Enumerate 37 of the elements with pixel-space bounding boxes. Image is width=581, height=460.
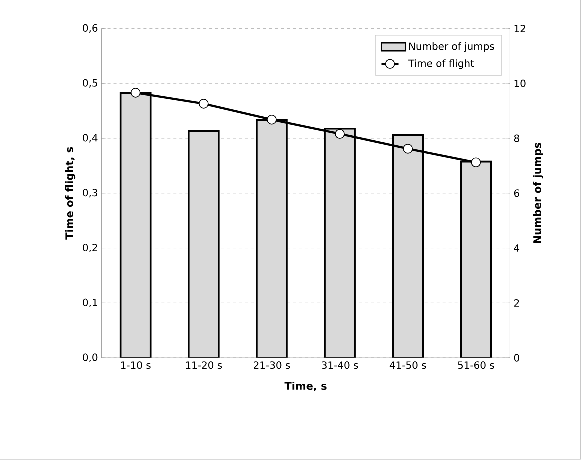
x-tick-label: 41-50 s bbox=[390, 362, 426, 370]
y2-tick-label: 10 bbox=[514, 80, 526, 88]
x-tick-label: 51-60 s bbox=[458, 362, 494, 370]
x-tick-label: 21-30 s bbox=[254, 362, 290, 370]
y-tick-label: 0,5 bbox=[83, 79, 98, 88]
legend-label: Time of flight bbox=[408, 60, 474, 70]
point bbox=[199, 99, 209, 109]
point bbox=[267, 115, 277, 125]
y-axis-title: Time of flight, s bbox=[65, 147, 76, 240]
point bbox=[471, 158, 482, 168]
bar bbox=[188, 130, 220, 358]
legend-label: Number of jumps bbox=[409, 42, 494, 52]
y2-axis-title: Number of jumps bbox=[533, 143, 544, 244]
y-tick-label: 0,3 bbox=[83, 189, 98, 198]
y2-tick-label: 4 bbox=[514, 244, 520, 252]
bar bbox=[120, 92, 152, 358]
bar bbox=[392, 134, 424, 358]
bar bbox=[460, 160, 492, 358]
y2-tick-label: 0 bbox=[514, 354, 520, 362]
y2-tick-label: 2 bbox=[514, 300, 520, 307]
y-tick-label: 0,0 bbox=[83, 354, 98, 362]
bar bbox=[324, 128, 356, 358]
y-tick-label: 0,1 bbox=[83, 298, 98, 308]
x-axis-title: Time, s bbox=[284, 382, 327, 392]
y2-tick-label: 6 bbox=[514, 190, 520, 198]
y-tick-label: 0,2 bbox=[83, 244, 98, 253]
x-tick-label: 1-10 s bbox=[121, 362, 151, 370]
point bbox=[335, 129, 345, 140]
y2-tick-label: 12 bbox=[514, 25, 526, 32]
x-tick-label: 11-20 s bbox=[186, 362, 222, 370]
point bbox=[130, 88, 141, 98]
x-tick-label: 31-40 s bbox=[322, 362, 358, 370]
y-tick-label: 0,4 bbox=[83, 134, 98, 143]
point bbox=[403, 144, 414, 154]
y-tick-label: 0,6 bbox=[83, 24, 98, 34]
y2-tick-label: 8 bbox=[514, 134, 520, 142]
bar bbox=[256, 120, 288, 358]
